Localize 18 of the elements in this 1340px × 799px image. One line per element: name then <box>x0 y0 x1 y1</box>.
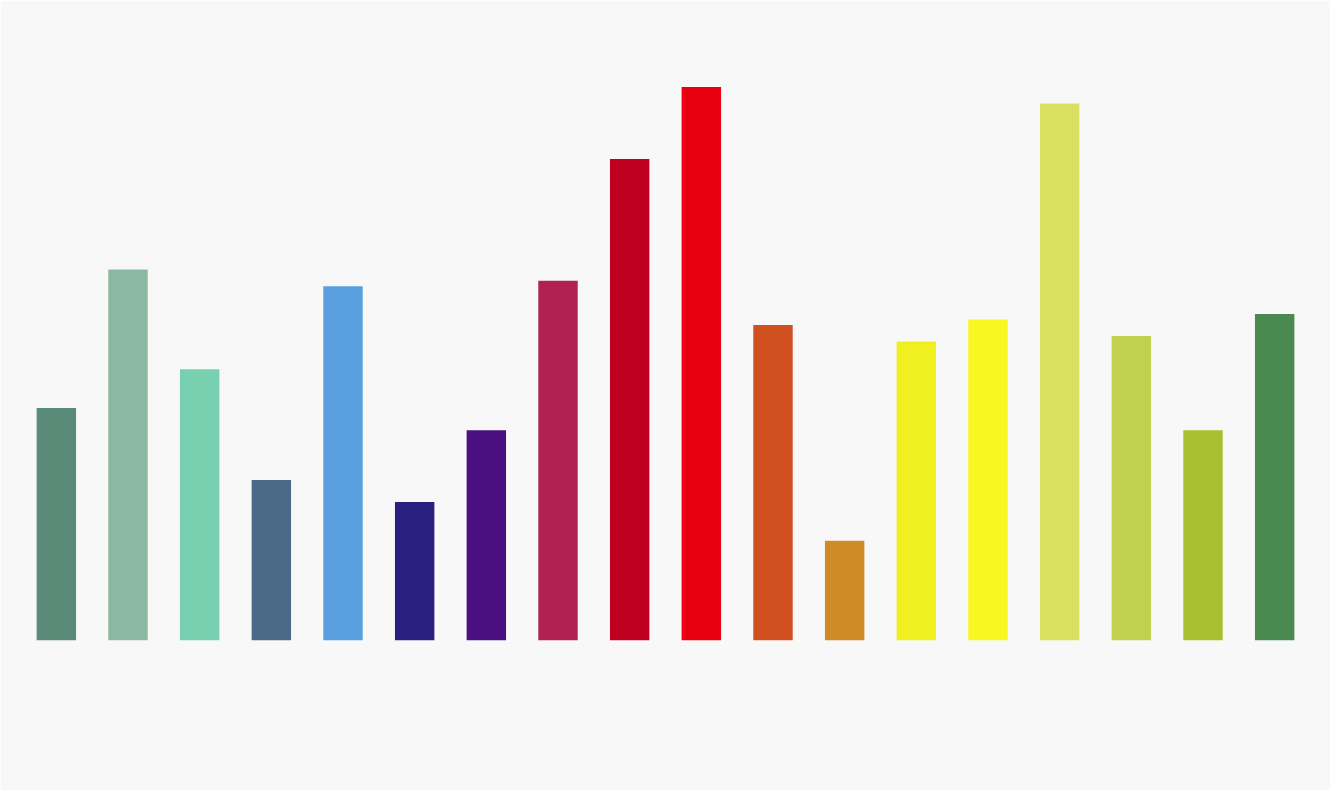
bar <box>609 158 650 641</box>
bar <box>1254 313 1295 641</box>
bar <box>968 319 1008 641</box>
bar <box>538 280 578 641</box>
bar <box>179 369 220 641</box>
bar <box>323 286 363 641</box>
bar <box>753 324 793 641</box>
bar <box>1111 336 1152 641</box>
bar <box>896 341 937 641</box>
bar <box>1039 103 1080 641</box>
bar <box>466 430 507 641</box>
bar <box>681 86 722 641</box>
bar <box>394 502 435 641</box>
bar <box>108 269 148 641</box>
bar <box>36 408 77 641</box>
bar <box>251 479 292 641</box>
bar <box>824 540 865 641</box>
bar <box>1183 430 1223 641</box>
